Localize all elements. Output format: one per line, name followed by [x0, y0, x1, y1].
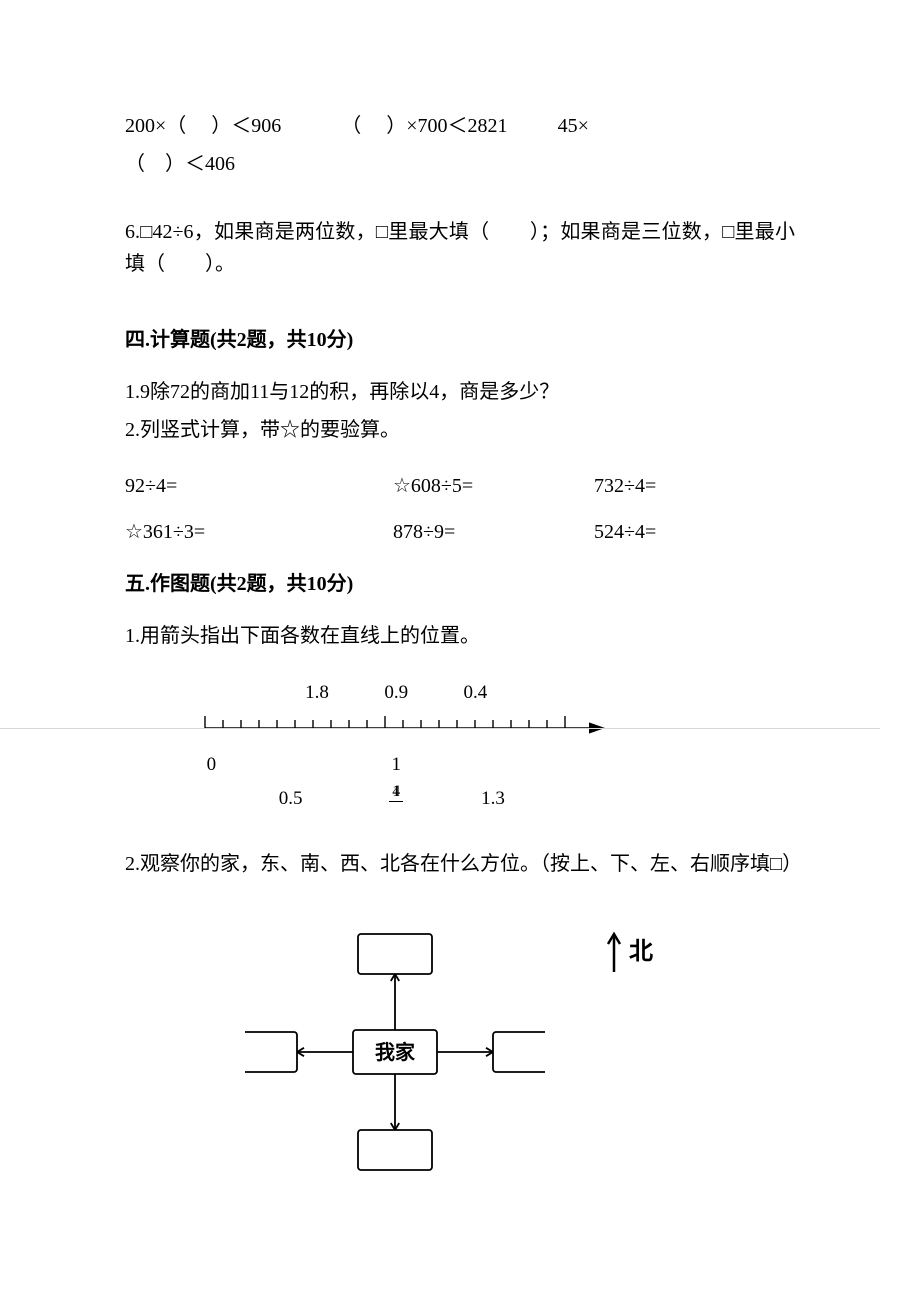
text: （	[341, 115, 361, 137]
calc-cell: ☆361÷3=	[125, 516, 393, 548]
north-arrow-icon	[605, 930, 623, 974]
numline-value: 1.3	[481, 784, 505, 814]
sec5-q2: 2.观察你的家，东、南、西、北各在什么方位。（按上、下、左、右顺序填□）	[125, 842, 795, 886]
text: ）＜406	[165, 153, 235, 175]
numline-value: 0.5	[279, 784, 303, 814]
numline-axis-value: 0	[207, 750, 217, 780]
north-indicator: 北	[605, 930, 653, 974]
numline-axis-value: 1	[391, 750, 401, 780]
text: 45×	[558, 115, 589, 137]
text: ）＜906	[211, 115, 281, 137]
numline-value: 1.8	[305, 678, 329, 708]
calc-row-2: ☆361÷3= 878÷9= 524÷4=	[125, 516, 795, 548]
calc-cell: 732÷4=	[594, 470, 795, 502]
compass-svg: 我家	[245, 912, 545, 1192]
fillin-line-1: 200×（ ）＜906 （ ）×700＜2821 45×	[125, 110, 795, 142]
numline-axis-labels: 01	[185, 750, 625, 778]
section4-header: 四.计算题(共2题，共10分)	[125, 324, 795, 356]
numline-value: 0.4	[464, 678, 488, 708]
calc-cell: ☆608÷5=	[393, 470, 594, 502]
svg-text:我家: 我家	[375, 1040, 416, 1064]
calc-cell: 92÷4=	[125, 470, 393, 502]
numline-bottom-labels: 0.5141.3	[185, 784, 625, 812]
calc-cell: 524÷4=	[594, 516, 795, 548]
compass-figure: 我家 北	[245, 912, 685, 1192]
sec4-q2: 2.列竖式计算，带☆的要验算。	[125, 414, 795, 446]
text: 200×（	[125, 115, 186, 137]
section5-header: 五.作图题(共2题，共10分)	[125, 568, 795, 600]
question-6: 6.□42÷6，如果商是两位数，□里最大填（ ）；如果商是三位数，□里最小填（ …	[125, 216, 795, 280]
text: ）×700＜2821	[386, 115, 507, 137]
calc-cell: 878÷9=	[393, 516, 594, 548]
sec5-q1: 1.用箭头指出下面各数在直线上的位置。	[125, 620, 795, 652]
sec4-q1: 1.9除72的商加11与12的积，再除以4，商是多少？	[125, 376, 795, 408]
number-line-figure: 1.80.90.4 01 0.5141.3	[185, 678, 625, 812]
text: （	[125, 153, 145, 175]
numline-value: 0.9	[384, 678, 408, 708]
numline-top-labels: 1.8 0.9 0.4	[185, 678, 625, 706]
north-label: 北	[629, 933, 653, 971]
calc-row-1: 92÷4= ☆608÷5= 732÷4=	[125, 470, 795, 502]
fillin-line-2: （ ）＜406	[125, 148, 795, 180]
